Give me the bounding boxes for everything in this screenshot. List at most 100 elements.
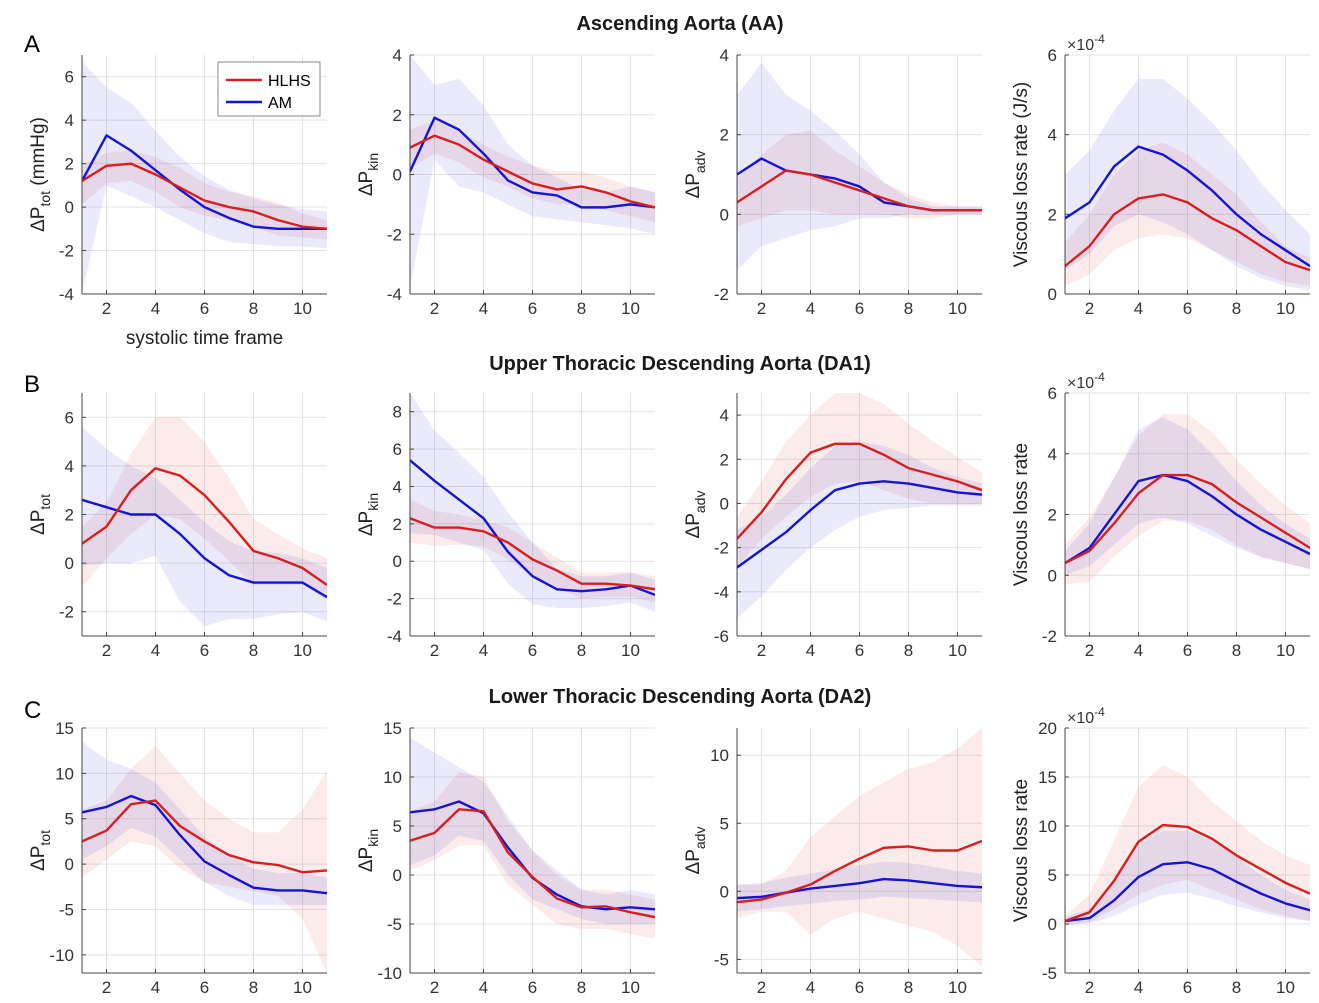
panel-2-3-ytick-label: 5 [1048,866,1057,885]
panel-0-3-exponent: ×10-4 [1067,32,1105,54]
panel-1-2-series [737,393,982,619]
panel-1-0-xtick-label: 6 [200,641,209,660]
panel-0-1-xtick-label: 8 [577,299,586,318]
panel-0-2-ytick-label: -2 [714,285,729,304]
panel-0-1-ytick-label: -4 [387,285,402,304]
panel-1-0-series [82,417,327,627]
panel-1-2-xtick-label: 2 [757,641,766,660]
panel-0-3-xtick-label: 2 [1085,299,1094,318]
panel-0-3-xtick-label: 6 [1183,299,1192,318]
row-title-B: B Upper Thoracic Descending Aorta (DA1) [24,353,871,398]
panel-0-1-ytick-label: 2 [393,106,402,125]
panel-0-3-xtick-label: 10 [1276,299,1295,318]
panel-1-3-ytick-label: -2 [1042,627,1057,646]
panel-1-2-ytick-label: -2 [714,539,729,558]
panel-2-0-xtick-label: 10 [293,978,312,997]
panel-1-1-series [410,393,655,612]
panel-0-1-xtick-label: 4 [479,299,488,318]
panel-1-3-ytick-label: 2 [1048,506,1057,525]
panel-2-2-line-hlhs [737,839,982,904]
panel-2-2-ylabel: ΔPadv [683,827,708,875]
panel-0-1-xtick-label: 6 [528,299,537,318]
panel-1-1-xtick-label: 10 [621,641,640,660]
panel-0-1-xtick-label: 2 [430,299,439,318]
panel-0-3: 2 4 6 8 10 0 2 4 6 ×10-4 Viscous loss rate (J/s) [1011,32,1310,318]
panel-2-3-series [1065,765,1310,926]
panel-1-3-exponent: ×10-4 [1067,370,1105,392]
panel-0-3-line-am [1065,145,1310,268]
panel-1-1-xtick-label: 6 [528,641,537,660]
panel-0-0-xtick-label: 2 [102,299,111,318]
panel-2-2-xtick-label: 2 [757,978,766,997]
panel-1-0-ytick-label: 2 [65,506,74,525]
panel-1-3-ytick-label: 6 [1048,384,1057,403]
panel-0-0-xtick-label: 8 [249,299,258,318]
panel-1-1-ytick-label: 0 [393,552,402,571]
panel-1-1: 2 4 6 8 10 -4 -2 0 2 4 6 8 ΔPkin [356,393,655,660]
panel-2-3-ytick-label: 10 [1038,817,1057,836]
panel-2-0-band-am [82,741,327,905]
panel-2-0-xtick-label: 6 [200,978,209,997]
panel-0-1-ytick-label: 0 [393,166,402,185]
panel-0-3-ytick-label: 6 [1048,46,1057,65]
panel-1-1-ytick-label: -4 [387,627,402,646]
panel-1-2-xtick-label: 8 [904,641,913,660]
panel-2-3-xtick-label: 4 [1134,978,1143,997]
panel-1-1-ytick-label: -2 [387,590,402,609]
panel-1-0: 2 4 6 8 10 -2 0 2 4 6 ΔPtot [28,393,327,660]
panel-1-0-band-am [82,427,327,627]
panel-1-2: 2 4 6 8 10 -6 -4 -2 0 2 4 ΔPadv [683,393,982,660]
panel-1-1-ytick-label: 6 [393,440,402,459]
panel-2-3-ytick-label: 15 [1038,768,1057,787]
panel-1-2-line-am [737,480,982,569]
panel-0-2-ylabel: ΔPadv [683,151,708,199]
panel-0-0-band-hlhs [82,150,327,240]
panel-2-3-ytick-label: 20 [1038,719,1057,738]
panel-1-3-ytick-label: 4 [1048,445,1057,464]
panel-1-2-xtick-label: 4 [806,641,815,660]
panel-1-1-line-hlhs [410,517,655,591]
panel-2-2-ytick-label: -5 [714,950,729,969]
panel-0-0-xtick-label: 10 [293,299,312,318]
panel-1-2-ylabel: ΔPadv [683,491,708,539]
panel-1-2-ytick-label: -4 [714,583,729,602]
panel-1-3: 2 4 6 8 10 -2 0 2 4 6 ×10-4 Viscous loss rate [1011,370,1310,660]
panel-1-2-xtick-label: 6 [855,641,864,660]
panel-2-0-ytick-label: 5 [65,810,74,829]
panel-0-0-line-am [82,134,327,231]
panel-0-0-ytick-label: 6 [65,68,74,87]
panel-1-0-line-hlhs [82,467,327,586]
panel-1-2-ytick-label: 2 [720,450,729,469]
panel-2-1-xtick-label: 6 [528,978,537,997]
panel-2-1-ytick-label: 15 [383,719,402,738]
panel-0-0-ytick-label: -4 [59,285,74,304]
panel-0-1-line-hlhs [410,134,655,209]
panel-1-3-xtick-label: 8 [1232,641,1241,660]
panel-2-0-xtick-label: 4 [151,978,160,997]
panel-1-0-ytick-label: 0 [65,554,74,573]
panel-1-3-xtick-label: 2 [1085,641,1094,660]
panel-0-0-xtick-label: 6 [200,299,209,318]
panel-1-0-ylabel: ΔPtot [28,494,53,535]
panel-0-0-ylabel: ΔPtot (mmHg) [28,117,53,232]
panel-1-1-ylabel: ΔPkin [356,493,381,536]
panel-1-3-exponent-power: -4 [1094,370,1105,384]
panel-1-0-ytick-label: 6 [65,408,74,427]
legend-box [217,61,321,117]
panel-2-1-ytick-label: -10 [377,964,402,983]
panel-1-1-band-am [410,393,655,612]
panel-1-3-ylabel: Viscous loss rate [1011,443,1032,586]
legend-label-am: AM [268,95,292,112]
panel-1-3-series [1065,414,1310,585]
panel-2-1-series [410,737,655,939]
panel-2-0-xtick-label: 2 [102,978,111,997]
panel-1-1-line-am [410,459,655,596]
panel-2-3-line-am [1065,861,1310,923]
panel-2-2: 2 4 6 8 10 -5 0 5 10 ΔPadv [683,728,982,997]
panel-0-2-xtick-label: 4 [806,299,815,318]
panel-2-2-ytick-label: 0 [720,882,729,901]
panel-0-2: 2 4 6 8 10 -2 0 2 4 ΔPadv [683,46,982,318]
legend-label-hlhs: HLHS [268,73,311,90]
row-letter-b: B [24,371,40,398]
